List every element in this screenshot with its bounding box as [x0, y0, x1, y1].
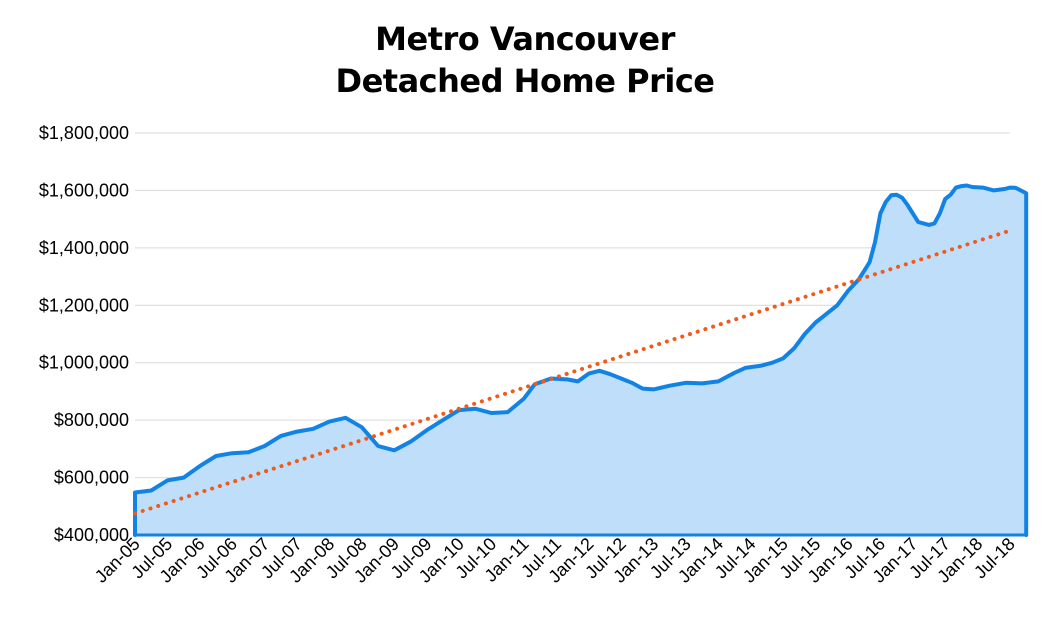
y-tick-label: $1,200,000	[39, 295, 129, 315]
y-tick-label: $1,600,000	[39, 180, 129, 200]
y-tick-label: $1,000,000	[39, 353, 129, 373]
trend-series	[133, 228, 1012, 516]
trend-line	[133, 228, 1012, 516]
area-series	[133, 183, 1029, 537]
chart-title: Metro Vancouver Detached Home Price	[0, 18, 1050, 102]
x-axis-labels: Jan-05Jul-05Jan-06Jul-06Jan-07Jul-07Jan-…	[91, 534, 1019, 587]
y-tick-label: $800,000	[54, 410, 129, 430]
area-line	[133, 183, 1029, 537]
y-tick-label: $1,400,000	[39, 238, 129, 258]
y-tick-label: $1,800,000	[39, 123, 129, 143]
y-axis-labels: $400,000 $600,000 $800,000 $1,000,000 $1,200…	[39, 123, 129, 545]
y-tick-label: $600,000	[54, 468, 129, 488]
y-tick-label: $400,000	[54, 525, 129, 545]
chart-title-line-1: Metro Vancouver	[375, 20, 675, 58]
chart-title-line-2: Detached Home Price	[335, 62, 715, 100]
area-fill	[135, 185, 1027, 535]
